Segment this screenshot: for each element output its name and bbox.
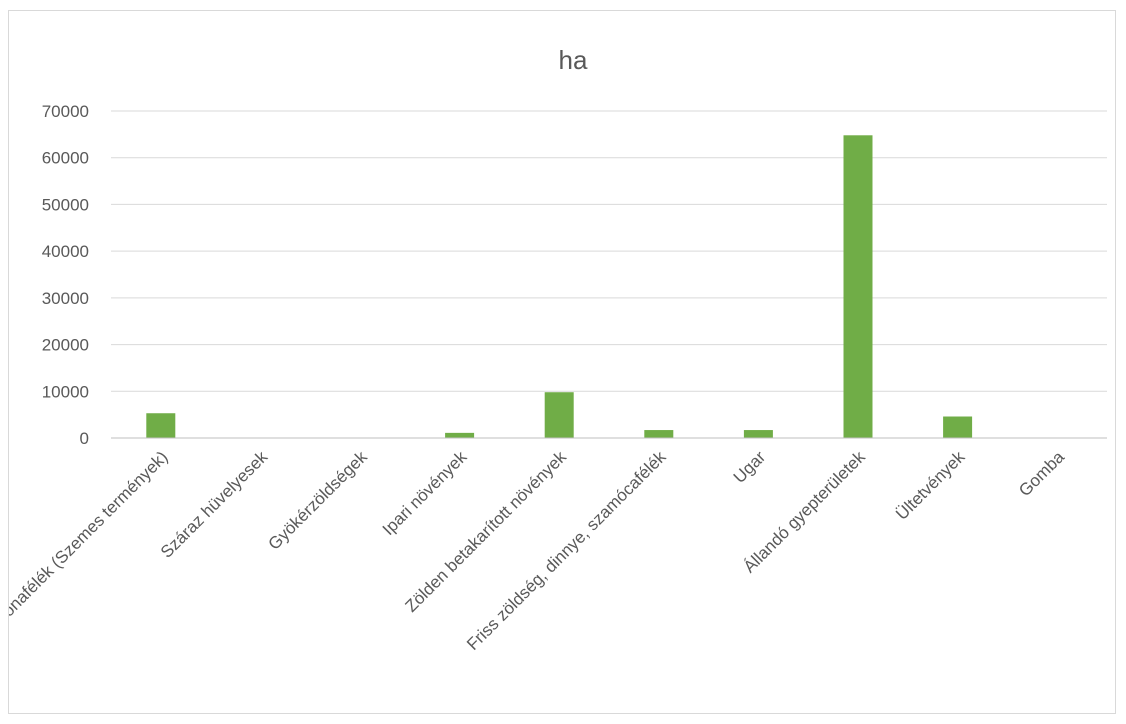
bar [943,416,973,438]
x-tick-label: Gabonafélék (Szemes termények) [9,447,172,643]
y-tick-label: 60000 [42,149,89,168]
y-tick-label: 10000 [42,382,89,401]
bar-chart: ha 010000200003000040000500006000070000 … [9,45,1107,654]
y-tick-label: 40000 [42,242,89,261]
x-tick-label: Ipari növények [379,447,471,539]
x-axis-ticks: Gabonafélék (Szemes termények)Száraz hüv… [9,447,1068,654]
y-tick-label: 0 [80,429,89,448]
chart-title: ha [559,45,588,75]
x-tick-label: Zölden betakarított növények [402,447,571,616]
bars [146,135,973,438]
x-tick-label: Ültetvények [892,447,969,524]
x-tick-label: Friss zöldség, dinnye, szamócafélék [463,447,670,654]
x-tick-label: Száraz hüvelyesek [157,447,272,562]
bar [445,432,475,438]
gridlines [111,110,1107,392]
y-tick-label: 30000 [42,289,89,308]
x-tick-label: Gomba [1015,447,1068,500]
x-tick-label: Gyökérzöldségek [265,447,372,554]
bar [743,430,773,438]
bar [146,413,176,438]
x-tick-label: Ugar [730,447,770,487]
chart-frame: ha 0 10000 20000 30000 40000 50000 60000 70000 … [8,10,1116,714]
bar [644,430,674,438]
bar [544,392,574,438]
bar [843,135,873,438]
y-tick-label: 50000 [42,195,89,214]
y-tick-label: 20000 [42,336,89,355]
y-tick-label: 70000 [42,102,89,121]
y-axis-ticks: 0 10000 20000 30000 40000 50000 60000 70000 [42,102,89,448]
